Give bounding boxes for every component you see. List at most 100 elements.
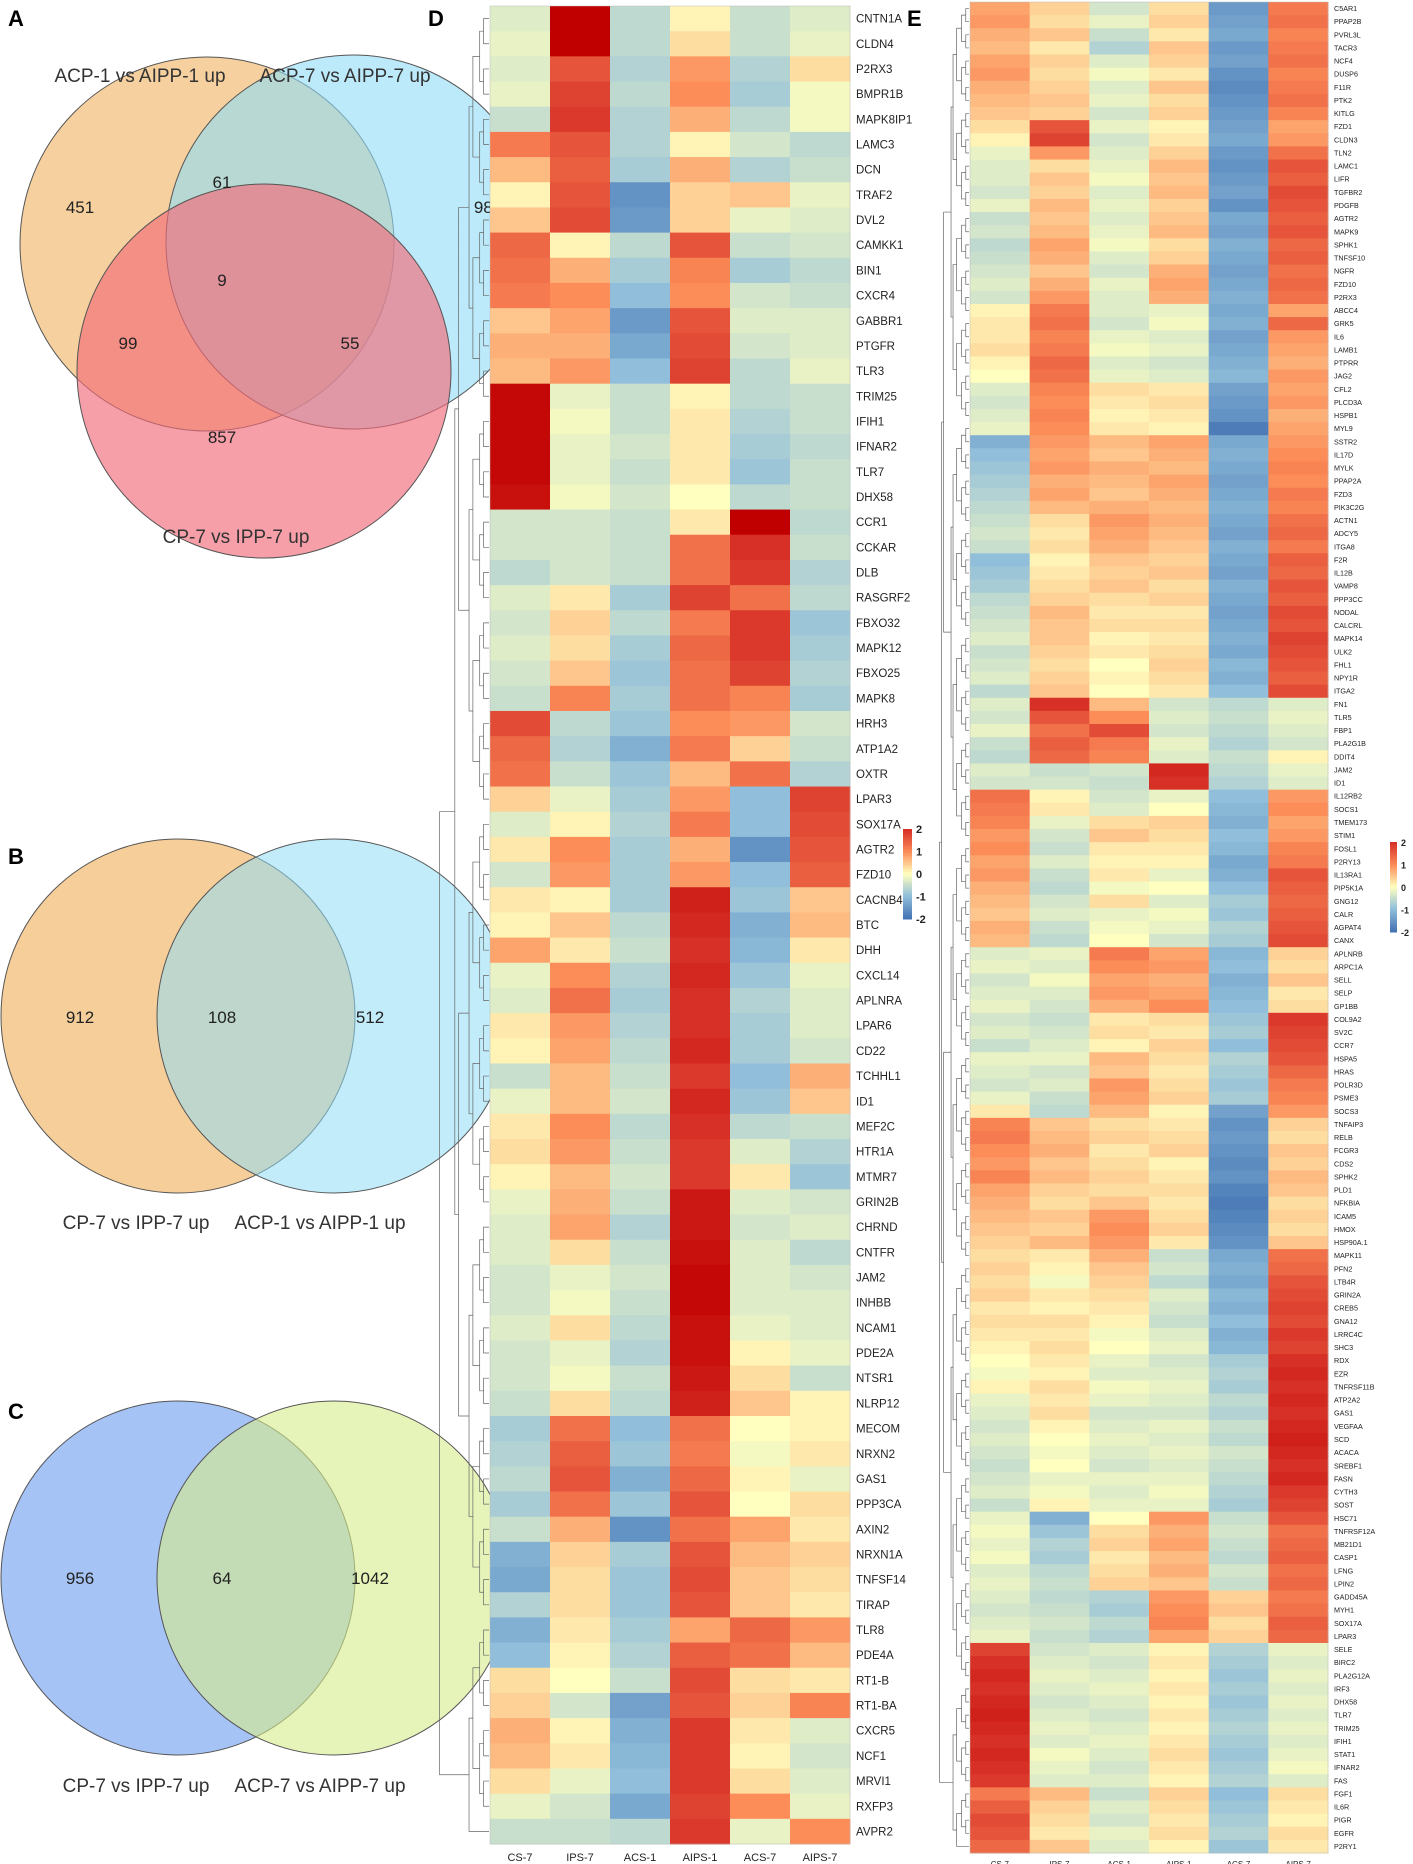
- heatmap-d-cell: [790, 1492, 851, 1518]
- heatmap-d-cell: [670, 1290, 731, 1316]
- heatmap-d-cell: [490, 812, 551, 838]
- heatmap-e-cell: [1149, 1065, 1209, 1079]
- heatmap-d-cell: [550, 207, 611, 233]
- heatmap-d-cell: [730, 1366, 791, 1392]
- heatmap-e-row-label: EZR: [1334, 1369, 1348, 1378]
- heatmap-e-cell: [1030, 1380, 1090, 1394]
- heatmap-e-cell: [1209, 265, 1269, 279]
- venn-b-label-1: CP-7 vs IPP-7 up: [63, 1213, 210, 1234]
- panel-e: E C5AR1PPAP2BPVRL3LTACR3NCF4DUSP6F11RPTK…: [907, 2, 1409, 1864]
- heatmap-d-cell: [490, 535, 551, 561]
- heatmap-d-cell: [490, 610, 551, 636]
- heatmap-e-row-label: FN1: [1334, 700, 1348, 709]
- heatmap-d-cell: [490, 761, 551, 787]
- heatmap-d-cell: [730, 1416, 791, 1442]
- heatmap-e-cell: [1089, 908, 1149, 922]
- heatmap-e-cell: [1268, 658, 1328, 672]
- heatmap-e-cell: [970, 1433, 1030, 1447]
- heatmap-d-cell: [730, 963, 791, 989]
- heatmap-d-cell: [550, 1693, 611, 1719]
- heatmap-d-cell: [730, 409, 791, 435]
- heatmap-e-cell: [1209, 1367, 1269, 1381]
- heatmap-e-cell: [1149, 672, 1209, 686]
- venn-a-count-a-only: 451: [66, 198, 94, 217]
- heatmap-e-cell: [1030, 685, 1090, 699]
- heatmap-e-cell: [970, 1144, 1030, 1158]
- heatmap-e-cell: [1209, 1630, 1269, 1644]
- heatmap-d-cell: [730, 635, 791, 661]
- heatmap-e-cell: [1209, 304, 1269, 318]
- heatmap-d-cell: [730, 6, 791, 32]
- heatmap-d-cell: [490, 182, 551, 208]
- heatmap-e-cell: [970, 1118, 1030, 1132]
- heatmap-e-cell: [970, 370, 1030, 384]
- heatmap-e-cell: [1030, 1512, 1090, 1526]
- heatmap-d-cell: [490, 1189, 551, 1215]
- heatmap-e-cell: [1030, 1328, 1090, 1342]
- heatmap-e-cell: [1268, 1210, 1328, 1224]
- heatmap-e-cell: [1089, 383, 1149, 397]
- heatmap-e-cell: [1209, 461, 1269, 475]
- heatmap-d-cell: [550, 1265, 611, 1291]
- heatmap-e-cell: [970, 1787, 1030, 1801]
- heatmap-e-cell: [1030, 1394, 1090, 1408]
- heatmap-e-cell: [1089, 1446, 1149, 1460]
- heatmap-d-row-label: BTC: [856, 920, 879, 932]
- heatmap-e-row-label: NODAL: [1334, 608, 1359, 617]
- venn-a-label-3: CP-7 vs IPP-7 up: [163, 527, 310, 548]
- heatmap-e-cell: [1209, 81, 1269, 95]
- heatmap-e-cell: [1030, 527, 1090, 541]
- heatmap-e-cell: [1149, 291, 1209, 305]
- heatmap-e-cell: [1209, 1315, 1269, 1329]
- heatmap-e-cell: [1089, 291, 1149, 305]
- heatmap-e-cell: [970, 540, 1030, 554]
- heatmap-e-cell: [1149, 1315, 1209, 1329]
- heatmap-d-row-label: ATP1A2: [856, 744, 898, 756]
- heatmap-d-cell: [670, 207, 731, 233]
- heatmap-e-cell: [1268, 1617, 1328, 1631]
- heatmap-e-cell: [1268, 1000, 1328, 1014]
- heatmap-e-row-label: HSPA5: [1334, 1054, 1357, 1063]
- heatmap-e-cell: [1089, 1577, 1149, 1591]
- heatmap-e-row-label: GNA12: [1334, 1317, 1358, 1326]
- heatmap-e-cell: [1209, 672, 1269, 686]
- heatmap-e-cell: [970, 356, 1030, 370]
- heatmap-e-cell: [1089, 501, 1149, 515]
- heatmap-e-cell: [1149, 658, 1209, 672]
- heatmap-d-cell: [670, 837, 731, 863]
- heatmap-d-cell: [550, 1819, 611, 1845]
- heatmap-e-cell: [1089, 566, 1149, 580]
- heatmap-e-cell: [1030, 1105, 1090, 1119]
- heatmap-d-cell: [610, 207, 671, 233]
- heatmap-e-cell: [970, 868, 1030, 882]
- heatmap-d-row-label: AGTR2: [856, 844, 894, 856]
- heatmap-e-cell: [1089, 1131, 1149, 1145]
- heatmap-d-cell: [490, 333, 551, 359]
- heatmap-d-cell: [610, 635, 671, 661]
- heatmap-e-cell: [1149, 133, 1209, 147]
- heatmap-d-cell: [670, 535, 731, 561]
- heatmap-d-cell: [670, 1189, 731, 1215]
- heatmap-d-cell: [670, 1466, 731, 1492]
- heatmap-d-cell: [730, 1189, 791, 1215]
- heatmap-e-cell: [1149, 1735, 1209, 1749]
- heatmap-e-cell: [970, 1709, 1030, 1723]
- heatmap-e-cell: [1209, 1774, 1269, 1788]
- heatmap-e-cell: [1149, 330, 1209, 344]
- heatmap-e-row-label: CCR7: [1334, 1041, 1354, 1050]
- heatmap-d-cell: [550, 1643, 611, 1669]
- heatmap-d-cell: [730, 1743, 791, 1769]
- heatmap-e-cell: [1030, 212, 1090, 226]
- heatmap-e-cell: [1089, 1564, 1149, 1578]
- heatmap-e-cell: [1209, 343, 1269, 357]
- heatmap-d-cell: [490, 233, 551, 259]
- heatmap-d-row-label: MAPK12: [856, 643, 901, 655]
- heatmap-e-row-label: ID1: [1334, 779, 1345, 788]
- heatmap-e-cell: [1268, 1682, 1328, 1696]
- heatmap-e-cell: [1149, 238, 1209, 252]
- heatmap-e-cell: [1149, 1538, 1209, 1552]
- heatmap-d-cell: [790, 1718, 851, 1744]
- heatmap-e-cell: [1209, 1013, 1269, 1027]
- heatmap-d-cell: [790, 31, 851, 57]
- heatmap-e-cell: [970, 527, 1030, 541]
